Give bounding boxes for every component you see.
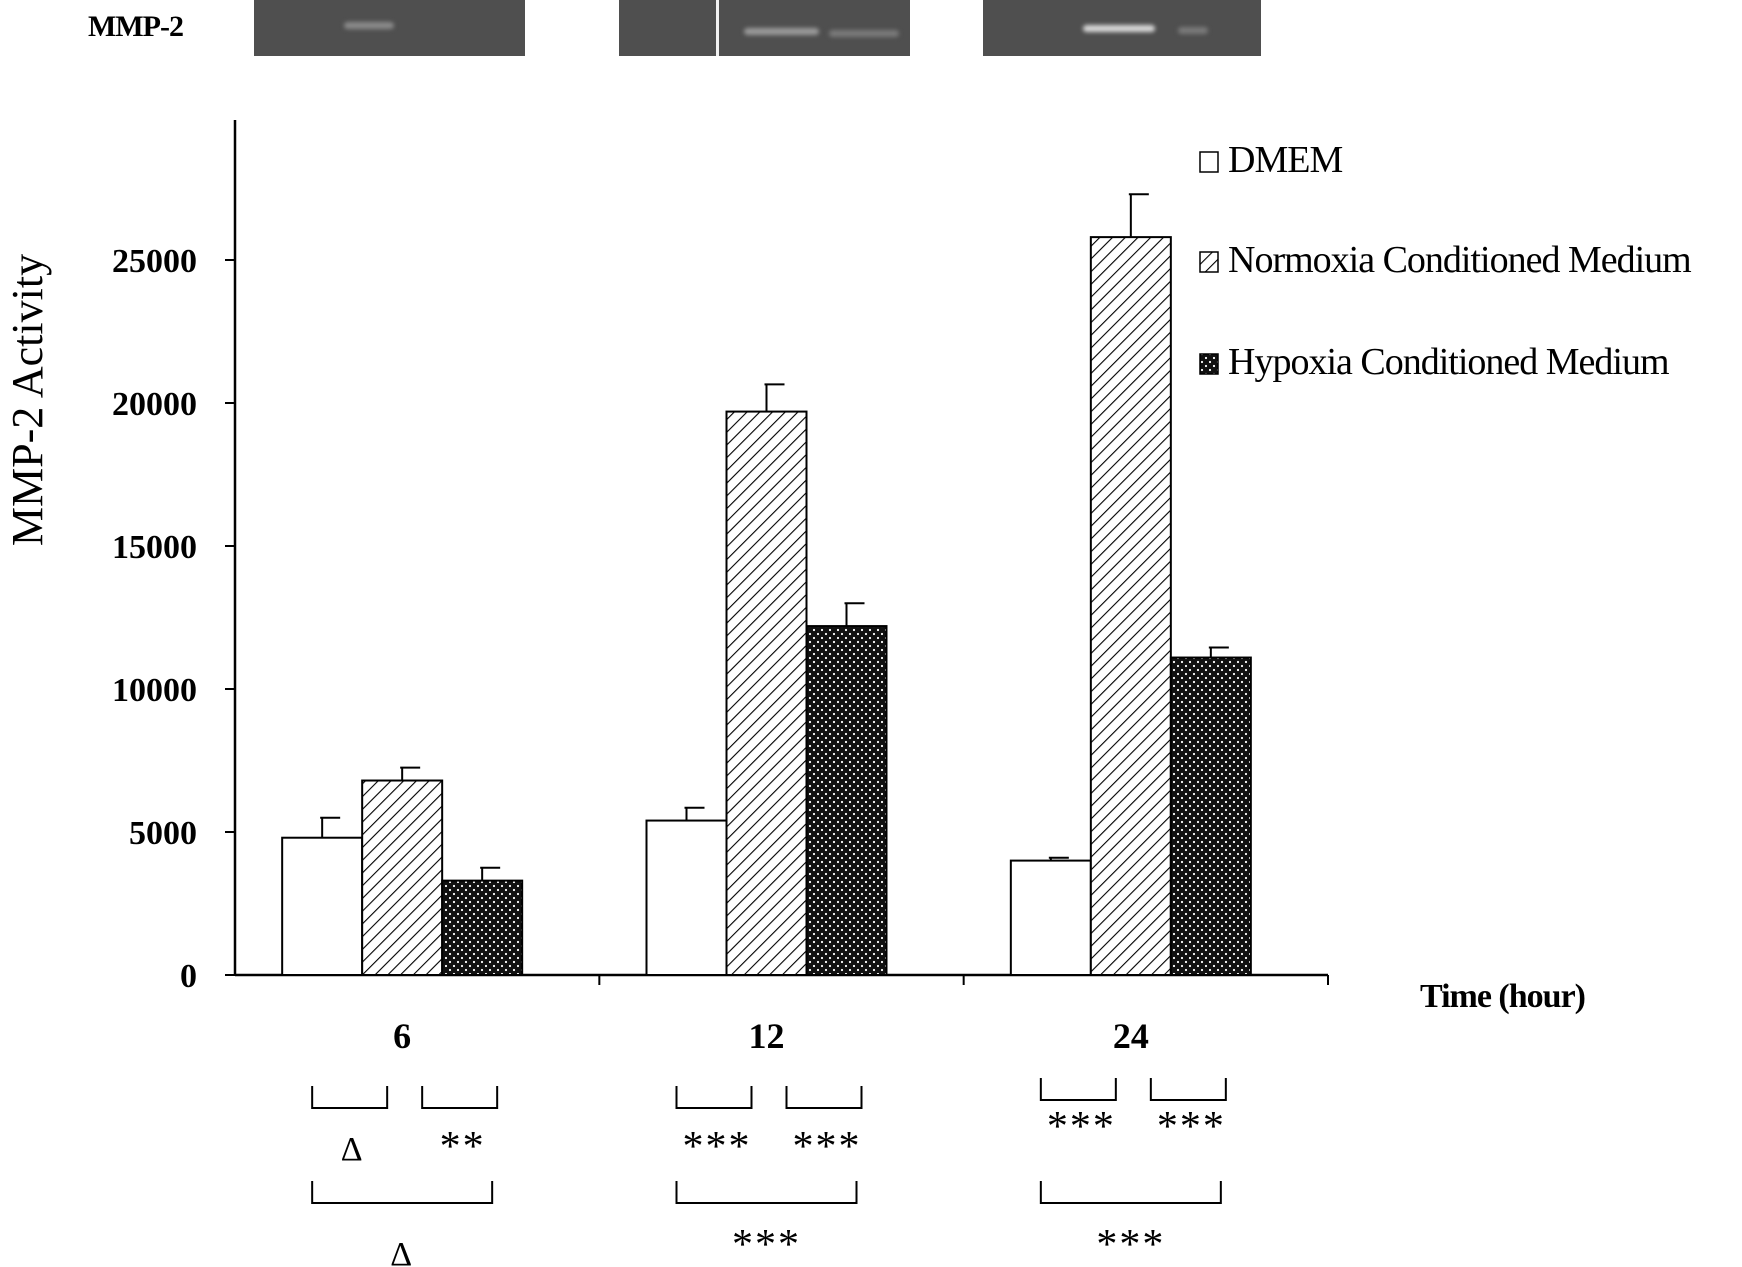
significance-bracket [1149,1078,1227,1101]
legend: DMEM Normoxia Conditioned Medium Hypoxia C… [1199,139,1692,383]
blot-band [744,28,819,35]
y-tick-label: 15000 [112,529,197,566]
y-tick-label: 25000 [112,243,197,280]
bars [281,193,1252,977]
blot-label: MMP-2 [88,10,184,43]
significance-mark: *** [793,1124,862,1170]
x-axis-label: Time (hour) [1420,978,1585,1015]
blot-band [1178,27,1208,34]
significance-bracket [311,1086,389,1109]
legend-label: Hypoxia Conditioned Medium [1228,341,1669,383]
significance-bracket [675,1086,753,1109]
bar-hatched [1089,236,1172,976]
significance-annotations: Δ ** Δ *** *** *** *** *** *** [311,1078,1227,1267]
bar-hatched [725,410,808,976]
significance-bracket [675,1181,858,1204]
legend-label: DMEM [1228,139,1342,181]
bar-open [645,819,728,976]
legend-label: Normoxia Conditioned Medium [1228,239,1691,281]
significance-mark: Δ [341,1131,365,1168]
blot-band [829,30,899,37]
significance-mark: *** [732,1222,801,1267]
significance-mark: Δ [390,1236,414,1267]
y-tick-label: 0 [180,958,197,995]
bar-dotted [805,625,888,977]
significance-mark: *** [1096,1222,1165,1267]
y-tick-label: 20000 [112,386,197,423]
blot-lane-divider [716,0,719,56]
y-tick-label: 10000 [112,672,197,709]
legend-swatch-hatched [1199,251,1219,273]
bar-open [281,836,364,976]
bar-open [1009,859,1092,976]
bar-dotted [1169,656,1252,976]
significance-bracket [1039,1181,1222,1204]
significance-bracket [785,1086,863,1109]
significance-mark: ** [440,1124,486,1170]
legend-swatch-dotted [1199,353,1219,375]
blot-panel-24h [983,0,1261,56]
significance-bracket [1039,1078,1117,1101]
blot-panel-12h [619,0,910,56]
significance-mark: *** [683,1124,752,1170]
bar-hatched [361,779,444,977]
bar-dotted [441,879,524,976]
significance-mark: *** [1047,1104,1116,1150]
x-tick-label: 12 [749,1016,785,1056]
significance-mark: *** [1157,1104,1226,1150]
blot-band [344,22,394,29]
blot-band [1083,25,1155,32]
legend-swatch-open [1199,151,1219,173]
x-tick-label: 24 [1113,1016,1149,1056]
axes: 0 5000 10000 15000 20000 25000 6 12 24 [112,120,1329,1056]
significance-bracket [421,1086,499,1109]
blot-panel-6h [254,0,525,56]
y-axis-label: MMP-2 Activity [3,254,52,546]
x-tick-label: 6 [393,1016,411,1056]
significance-bracket [311,1181,494,1204]
y-tick-label: 5000 [129,815,197,852]
